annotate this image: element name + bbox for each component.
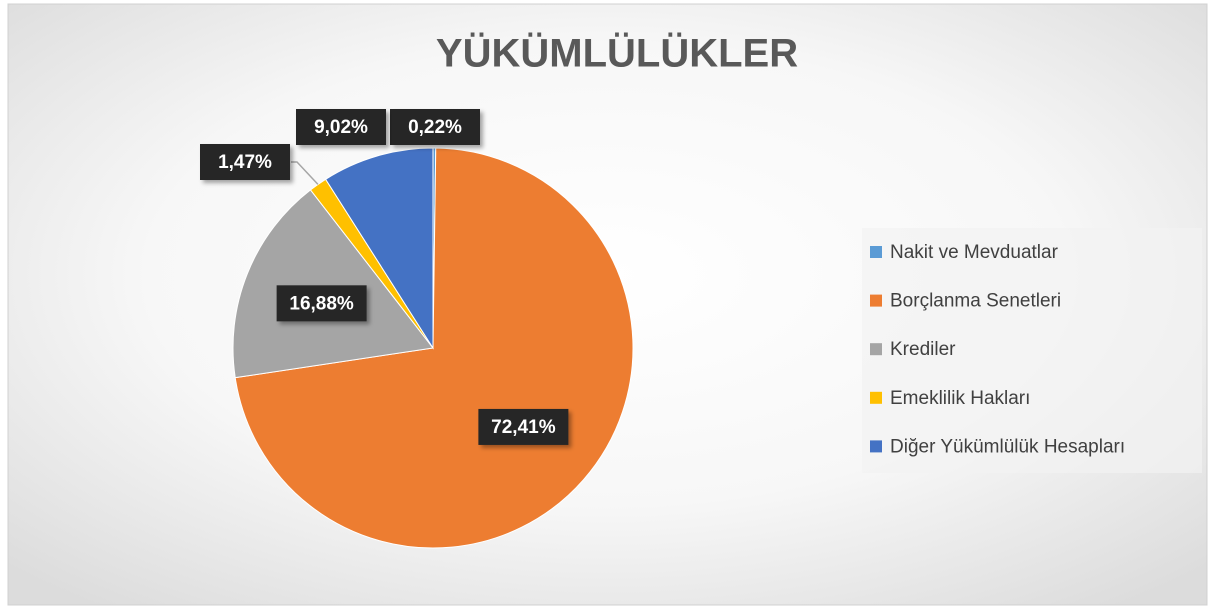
data-label-box	[200, 144, 290, 180]
legend-label: Diğer Yükümlülük Hesapları	[890, 436, 1125, 457]
data-label: 0,22%	[408, 117, 462, 138]
data-label: 1,47%	[218, 152, 272, 173]
data-label-box	[296, 109, 386, 145]
legend-label: Nakit ve Mevduatlar	[890, 242, 1059, 263]
legend-label: Borçlanma Senetleri	[890, 291, 1061, 312]
legend-swatch	[870, 294, 882, 307]
leader-line	[291, 161, 319, 185]
legend-swatch	[870, 246, 882, 258]
legend-swatch	[870, 391, 882, 404]
legend-swatch	[870, 440, 882, 453]
pie-slice	[324, 147, 434, 350]
legend-swatch	[870, 343, 882, 356]
pie-slice	[234, 147, 634, 549]
pie-slice	[232, 189, 434, 379]
chart-title: YÜKÜMLÜLÜKLER	[436, 31, 798, 76]
data-label: 16,88%	[289, 293, 354, 314]
legend-label: Krediler	[890, 339, 956, 360]
data-label-box	[478, 408, 569, 445]
legend-label: Emeklilik Hakları	[890, 388, 1030, 409]
data-label-box	[390, 109, 480, 145]
data-label-box	[276, 285, 367, 322]
data-label: 72,41%	[491, 417, 556, 438]
data-label: 9,02%	[314, 117, 368, 138]
legend-box	[862, 228, 1202, 473]
